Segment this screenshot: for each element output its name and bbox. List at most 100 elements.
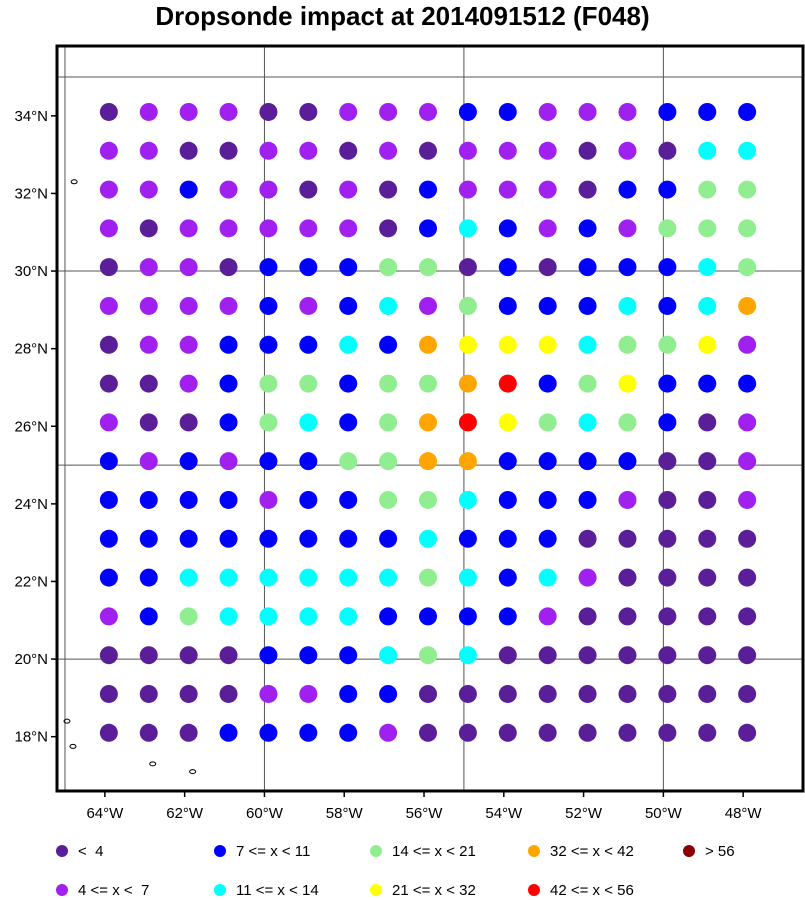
impact-dot [259,490,278,509]
impact-dot [458,684,477,703]
impact-dot [658,335,677,354]
impact-dot [219,529,238,548]
impact-dot [139,607,158,626]
impact-dot [738,723,757,742]
impact-dot [339,490,358,509]
impact-dot [458,296,477,315]
impact-dot [698,490,717,509]
impact-dot [578,219,597,238]
impact-dot [618,684,637,703]
impact-dot [219,296,238,315]
impact-dot [419,723,438,742]
impact-dot [458,723,477,742]
impact-dot [538,568,557,587]
impact-dot [179,102,198,121]
impact-dot [379,684,398,703]
impact-dot [498,258,517,277]
impact-dot [498,490,517,509]
impact-dot [99,452,118,471]
impact-dot [379,452,398,471]
impact-dot [139,219,158,238]
impact-dot [299,141,318,160]
impact-dot [618,646,637,665]
impact-dot [538,723,557,742]
impact-dot [738,607,757,626]
impact-dot [299,452,318,471]
impact-dot [498,102,517,121]
impact-dot [299,180,318,199]
lat-tick-label: 34°N [14,108,48,125]
impact-dot [578,374,597,393]
impact-dot [139,180,158,199]
impact-dot [259,607,278,626]
impact-dot [379,374,398,393]
impact-dot [299,219,318,238]
impact-dot [698,296,717,315]
impact-dot [458,219,477,238]
impact-dot [419,102,438,121]
impact-dot [99,219,118,238]
impact-dot [419,490,438,509]
impact-dot [578,141,597,160]
impact-dot [458,141,477,160]
impact-dot [379,335,398,354]
impact-dot [219,413,238,432]
impact-dot [259,646,278,665]
lon-tick-label: 62°W [166,805,204,822]
impact-dot [259,141,278,160]
impact-dot [698,646,717,665]
lat-tick-label: 24°N [14,496,48,513]
impact-dot [618,180,637,199]
impact-dot [259,413,278,432]
coastlines [63,179,197,775]
impact-dot [379,568,398,587]
impact-dot [219,607,238,626]
impact-dot [379,646,398,665]
lon-tick-label: 52°W [565,805,603,822]
impact-dot [379,180,398,199]
impact-dot [419,413,438,432]
impact-dot [219,646,238,665]
impact-dot [259,723,278,742]
impact-dot [618,529,637,548]
lon-tick-label: 48°W [725,805,763,822]
impact-dot [179,646,198,665]
impact-dot [498,141,517,160]
impact-dot [299,607,318,626]
impact-dot [419,335,438,354]
impact-dot [299,684,318,703]
impact-dot [259,684,278,703]
impact-dot [379,219,398,238]
impact-dot [698,568,717,587]
impact-dot [259,219,278,238]
impact-dot [259,296,278,315]
impact-dot [658,374,677,393]
island-outline [63,718,71,724]
impact-dot [299,490,318,509]
impact-dot [498,568,517,587]
impact-dot [139,646,158,665]
impact-dot [99,646,118,665]
impact-dot [458,258,477,277]
impact-dot [538,413,557,432]
lon-tick-label: 50°W [645,805,683,822]
impact-dot [339,646,358,665]
impact-dot [698,452,717,471]
impact-dot [419,219,438,238]
impact-dot [658,219,677,238]
impact-dot [339,180,358,199]
impact-dot [299,529,318,548]
impact-dot [139,490,158,509]
impact-dot [259,335,278,354]
impact-dot [618,452,637,471]
impact-dot [339,141,358,160]
impact-dot [299,646,318,665]
impact-dot [379,296,398,315]
impact-dot [658,258,677,277]
impact-dot [618,413,637,432]
impact-dot [538,490,557,509]
impact-dot [578,568,597,587]
impact-dot [419,452,438,471]
island-outline [69,743,77,749]
